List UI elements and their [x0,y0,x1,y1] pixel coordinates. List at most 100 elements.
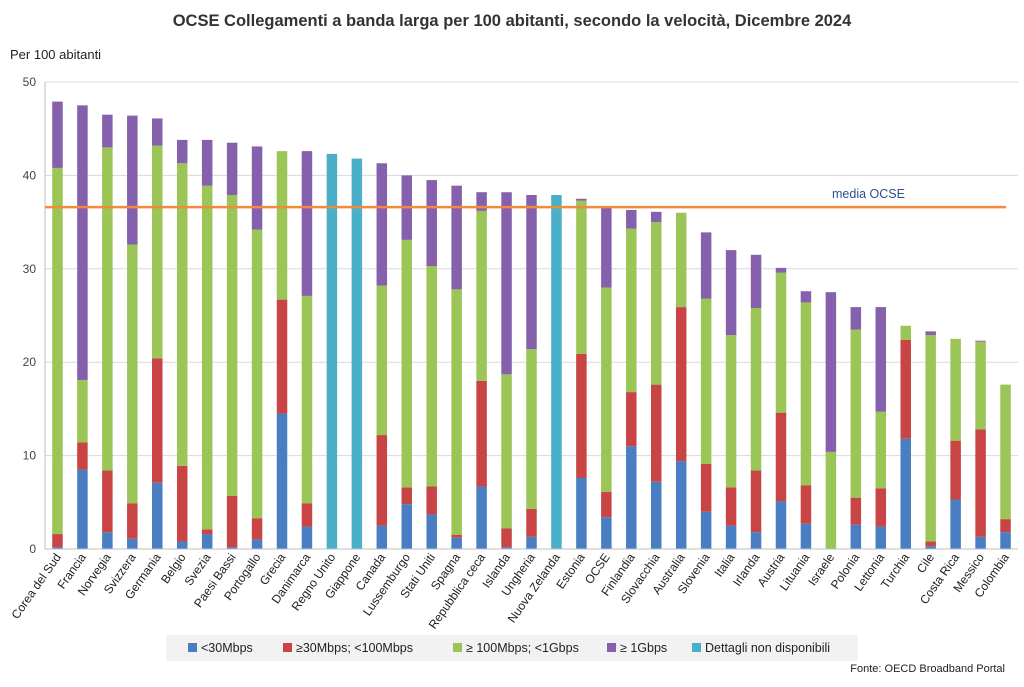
bar-segment [476,380,487,487]
bar-segment [725,487,737,526]
bar-segment [476,210,487,381]
bar-segment [301,503,313,527]
bar-segment [850,497,862,525]
bar-segment [850,329,862,498]
y-tick-label: 20 [23,355,37,369]
bar-segment [626,392,637,447]
bar-segment [426,266,437,487]
bar-segment [626,228,637,393]
bar-segment [52,547,63,549]
bar-segment [675,212,687,308]
bar-segment [650,211,662,223]
legend-label: ≥ 1Gbps [620,641,667,655]
bar-segment [725,525,737,549]
y-axis-label: Per 100 abitanti [10,47,101,62]
legend-label: ≥ 100Mbps; <1Gbps [466,641,579,655]
bar-segment [1000,519,1011,533]
bar-segment [775,501,787,549]
bar-segment [251,518,263,540]
bar-segment [501,192,512,375]
bar-segment [1000,532,1011,549]
bar-segment [102,147,113,471]
bar-segment [77,105,88,380]
bar-segment [925,331,936,336]
bar-segment [401,239,413,488]
bar-segment [900,339,911,439]
legend-label: ≥30Mbps; <100Mbps [296,641,413,655]
bar-segment [551,195,562,549]
bar-segment [176,139,188,164]
bar-segment [650,222,662,385]
bar-segment [925,541,936,547]
bar-segment [226,495,238,548]
source-note: Fonte: OECD Broadband Portal [850,663,1005,675]
bar-segment [326,153,338,550]
bar-segment [875,488,887,527]
bar-segment [426,180,437,266]
bar-segment [900,438,911,549]
bar-segment [900,325,911,340]
bar-segment [501,374,512,529]
bar-segment [201,534,213,549]
bar-segment [152,482,163,549]
bar-segment [700,511,712,549]
legend-swatch [283,643,292,652]
bar-segment [301,295,313,504]
bar-segment [501,547,512,549]
y-tick-label: 40 [23,168,37,182]
bar-segment [700,464,712,512]
bar-segment [626,209,637,229]
bar-segment [725,335,737,488]
bar-segment [152,145,163,359]
bar-segment [127,538,138,549]
bar-segment [601,207,612,288]
bar-segment [775,412,787,502]
bar-segment [950,338,961,441]
y-tick-label: 0 [29,542,36,556]
bar-segment [426,486,437,515]
bar-segment [52,101,63,168]
bar-segment [376,435,388,526]
legend-box [166,635,858,661]
bar-segment [576,478,587,549]
bar-segment [825,451,837,549]
bar-segment [77,442,88,470]
bar-segment [401,504,413,549]
bar-segment [251,229,263,519]
bar-segment [675,307,687,462]
bar-segment [750,532,762,549]
bar-segment [226,195,238,496]
bar-segment [201,529,213,535]
bar-segment [426,514,437,549]
reference-line-group: media OCSE [45,187,1006,209]
bar-segment [451,537,462,549]
bar-segment [176,163,188,466]
bar-segment [251,539,263,549]
bar-segment [800,485,812,524]
bar-segment [626,446,637,549]
bar-segment [127,503,138,539]
bar-segment [601,492,612,518]
bar-segment [226,142,238,196]
bar-segment [875,411,887,489]
bar-segment [102,470,113,533]
legend-swatch [188,643,197,652]
bar-segment [975,340,986,342]
legend-swatch [453,643,462,652]
bar-segment [376,285,388,436]
bar-segment [152,358,163,483]
chart-title: OCSE Collegamenti a banda larga per 100 … [173,12,852,30]
bar-segment [201,185,213,530]
bar-segment [700,232,712,299]
bar-segment [351,158,363,549]
bar-segment [975,536,986,549]
bar-segment [501,528,512,548]
y-tick-label: 10 [23,449,37,463]
bar-segment [451,185,462,290]
y-tick-label: 30 [23,262,37,276]
bar-segment [52,534,63,548]
reference-line-label: media OCSE [832,187,905,201]
bar-segment [526,508,537,537]
bar-segment [476,486,487,549]
